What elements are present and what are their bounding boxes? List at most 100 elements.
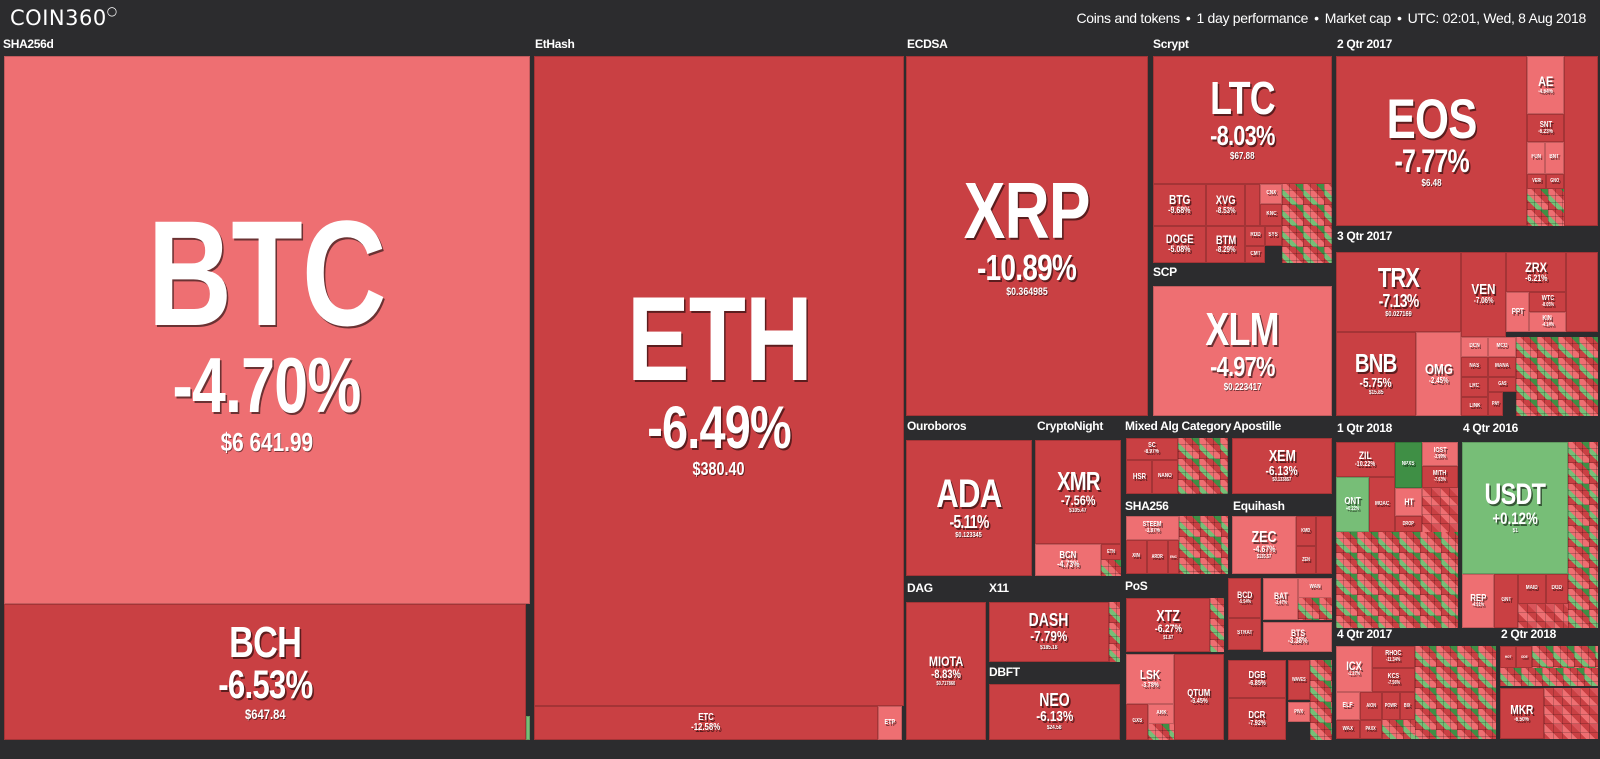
tile-xem[interactable]: XEM -6.13% $0.133857 [1232,438,1332,494]
small-coins-mosaic[interactable] [1422,488,1458,532]
tile-lsk[interactable]: LSK -3.78% [1126,654,1174,704]
tile-small-coin[interactable] [526,716,530,740]
tile-bcd[interactable]: BCD -5.54% [1228,578,1261,618]
tile-waves[interactable]: WAVES [1288,660,1310,700]
filter-coins-tokens[interactable]: Coins and tokens [1076,10,1180,26]
tile-cnx[interactable]: CNX [1260,184,1282,204]
tile-neo[interactable]: NEO -6.13% $24.58 [989,684,1120,740]
small-coins-mosaic[interactable] [1298,598,1332,620]
tile-small-coin[interactable] [1566,252,1598,332]
tile-moac[interactable]: MOAC [1369,477,1395,532]
tile-hsr[interactable]: HSR [1126,460,1152,494]
tile-gnt[interactable]: GNT [1494,574,1518,628]
small-coins-mosaic[interactable] [1210,598,1224,652]
tile-dcn[interactable]: DCN [1461,337,1488,357]
small-coins-mosaic[interactable] [1500,668,1598,686]
tile-npxs[interactable]: NPXS [1395,442,1422,488]
tile-mco[interactable]: MCO [1488,337,1516,357]
tile-aion[interactable]: AION [1360,692,1382,720]
tile-emc[interactable]: EMC [1168,540,1179,574]
tile-btc[interactable]: BTC -4.70% $6 641.99 [4,56,530,604]
tile-paxx[interactable]: PAXX [1360,720,1382,739]
small-coins-mosaic[interactable] [1568,442,1598,628]
tile-knc[interactable]: KNC [1260,204,1282,226]
tile-bnb[interactable]: BNB -5.75% $15.85 [1336,332,1416,416]
tile-ltc[interactable]: LTC -8.03% $67.88 [1153,56,1332,184]
tile-zen[interactable]: ZEN [1296,546,1316,574]
small-coins-mosaic[interactable] [1310,660,1332,740]
tile-ven[interactable]: VEN -7.06% [1461,252,1506,337]
tile-usdt[interactable]: USDT +0.12% $1 [1462,442,1568,574]
small-coins-mosaic[interactable] [1527,189,1564,226]
tile-xin[interactable]: XIN [1126,540,1147,574]
tile-dcr[interactable]: DCR -7.92% [1228,698,1286,740]
tile-powr[interactable]: POWR [1382,692,1400,720]
tile-bcn[interactable]: BCN -4.73% [1035,544,1101,576]
tile-mkr[interactable]: MKR -6.50% [1500,688,1544,739]
tile-veri[interactable]: VERI [1527,174,1546,189]
small-coins-mosaic[interactable] [1544,688,1598,739]
tile-maid[interactable]: MAID [1518,574,1546,604]
tile-link[interactable]: LINK [1461,397,1488,416]
tile-gas[interactable]: GAS [1488,377,1516,392]
tile-cmt[interactable]: CMT [1245,246,1265,263]
tile-pivx[interactable]: PIVX [1288,702,1310,722]
tile-ark[interactable]: ARK [1148,704,1174,724]
tile-wtc[interactable]: WTC -8.05% [1529,292,1566,312]
tile-pay[interactable]: PAY [1488,392,1503,416]
tile-qtum[interactable]: QTUM -5.45% [1174,654,1224,740]
tile-ode[interactable]: ODE [1516,646,1532,668]
tile-omg[interactable]: OMG -2.45% [1416,332,1461,416]
tile-sc[interactable]: SC -8.97% [1126,438,1178,460]
tile-gxs[interactable]: GXS [1126,704,1148,740]
tile-btm[interactable]: BTM -8.29% [1206,226,1245,263]
tile-bts[interactable]: BTS -3.38% [1263,622,1332,652]
coin360-logo[interactable]: COIN360○ [10,4,118,30]
tile-dgd[interactable]: DGD [1546,574,1568,604]
tile-ada[interactable]: ADA -5.11% $0.123345 [906,440,1032,576]
tile-ht[interactable]: HT [1395,488,1422,516]
tile-kcs[interactable]: KCS -7.56% [1372,668,1415,692]
small-coins-mosaic[interactable] [1109,602,1120,662]
filter-period[interactable]: 1 day performance [1196,10,1309,26]
tile-ont[interactable]: ONT +0.22% [1336,477,1369,532]
tile-etn[interactable]: ETN [1101,544,1121,560]
tile-steem[interactable]: STEEM -3.87% [1126,516,1179,540]
tile-rdd[interactable]: RDD [1245,226,1265,246]
tile-bch[interactable]: BCH -6.53% $647.84 [4,604,526,740]
tile-zil[interactable]: ZIL -10.22% [1336,442,1395,477]
small-coins-mosaic[interactable] [1518,604,1568,628]
tile-dash[interactable]: DASH -7.79% $185.18 [989,602,1109,662]
small-coins-mosaic[interactable] [1532,646,1598,668]
tile-dgb[interactable]: DGB -6.85% [1228,660,1286,698]
tile-lrc[interactable]: LRC [1461,377,1488,397]
tile-rhoc[interactable]: RHOC -11.34% [1372,646,1415,668]
tile-xvg[interactable]: XVG -8.53% [1206,184,1245,226]
small-coins-mosaic[interactable] [1178,438,1228,494]
tile-ae[interactable]: AE -4.64% [1527,56,1564,114]
tile-eth[interactable]: ETH -6.49% $380.40 [534,56,904,706]
tile-btg[interactable]: BTG -9.68% [1153,184,1206,226]
small-coins-mosaic[interactable] [1148,724,1174,740]
tile-bnt[interactable]: BNT [1545,142,1564,174]
tile-icx[interactable]: ICX -1.37% [1336,646,1372,692]
tile-gno[interactable]: GNO [1546,174,1564,189]
tile-bix[interactable]: BIX [1400,692,1415,720]
tile-nano[interactable]: NANO [1152,460,1178,494]
tile-elf[interactable]: ELF [1336,692,1360,720]
tile-trx[interactable]: TRX -7.13% $0.027169 [1336,252,1461,332]
tile-xlm[interactable]: XLM -4.97% $0.223417 [1153,286,1332,416]
tile-eos[interactable]: EOS -7.77% $6.48 [1336,56,1527,226]
tile-kin[interactable]: KIN -4.14% [1529,312,1566,332]
tile-hot[interactable]: HOT [1500,646,1516,668]
tile-nas[interactable]: NAS [1461,357,1488,377]
small-coins-mosaic[interactable] [1282,184,1332,263]
filter-size-metric[interactable]: Market cap [1324,10,1392,26]
tile-doge[interactable]: DOGE -5.08% [1153,226,1206,263]
tile-ppt[interactable]: PPT [1506,292,1529,332]
tile-sys[interactable]: SYS [1265,226,1282,246]
tile-wan[interactable]: WAN [1298,578,1332,598]
tile-mith[interactable]: MITH -7.63% [1422,466,1458,488]
tile-ardr[interactable]: ARDR [1147,540,1168,574]
tile-xtz[interactable]: XTZ -6.27% $1.67 [1126,598,1210,652]
